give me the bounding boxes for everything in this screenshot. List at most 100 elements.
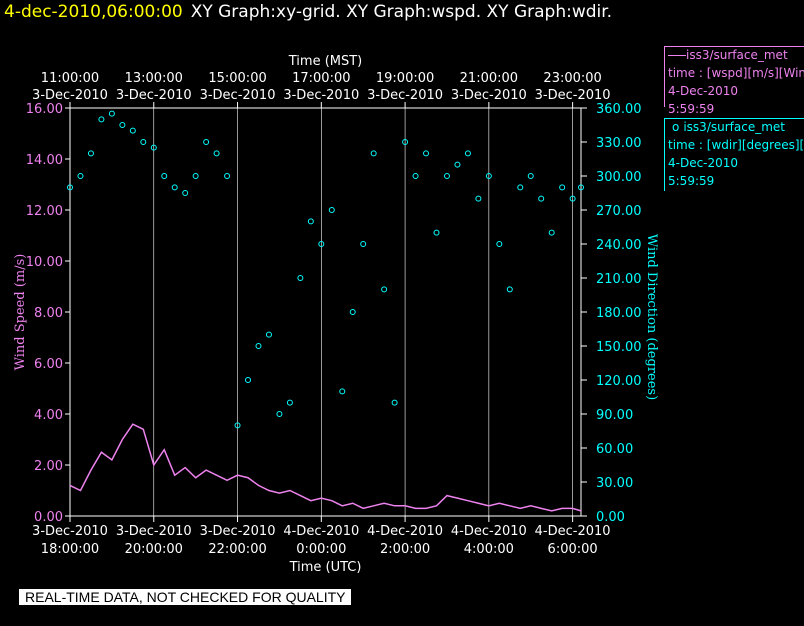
wdir-data-point [517,184,524,191]
x-tick-label-bottom-time: 20:00:00 [125,542,183,557]
wdir-data-point [381,286,388,293]
wdir-legend-marker-icon: o [672,120,680,134]
wdir-data-point [391,399,398,406]
wdir-data-point [161,173,168,179]
wspd-legend: iss3/surface_met time : [wspd][m/s][Wind… [664,46,804,118]
wspd-legend-time: 5:59:59 [668,102,715,116]
x-tick-label-top-date: 3-Dec-2010 [116,88,192,103]
y-left-tick-label: 10.00 [26,255,63,270]
y-left-tick-label: 12.00 [26,204,63,219]
x-tick-label-top-time: 23:00:00 [543,71,601,86]
y-right-tick-label: 240.00 [596,238,642,253]
x-tick-label-top-time: 11:00:00 [41,71,99,86]
x-tick-label-top-time: 19:00:00 [376,71,434,86]
wdir-data-point [454,161,461,168]
x-tick-label-bottom-time: 6:00:00 [548,542,598,557]
wdir-data-point [548,229,555,236]
y-right-tick-label: 270.00 [596,204,642,219]
y-left-tick-label: 6.00 [34,357,63,372]
x-tick-label-bottom-date: 4-Dec-2010 [283,524,359,539]
y-right-tick-label: 330.00 [596,136,642,151]
wdir-data-point [559,184,566,191]
y-right-tick-label: 60.00 [596,442,633,457]
wdir-data-point [307,218,314,225]
wspd-legend-date: 4-Dec-2010 [668,84,739,98]
wspd-series-line [69,423,582,512]
wdir-data-point [485,173,492,179]
wdir-data-point [234,422,241,429]
wdir-data-point [433,229,440,236]
wdir-legend-frame [664,118,804,191]
x-tick-label-top-date: 3-Dec-2010 [535,88,611,103]
wdir-data-point [140,139,147,145]
wdir-data-point [527,173,534,179]
y-right-tick-label: 90.00 [596,408,633,423]
x-tick-label-bottom-time: 4:00:00 [464,542,514,557]
x-tick-label-bottom-date: 4-Dec-2010 [535,524,611,539]
wdir-legend: o iss3/surface_met time : [wdir][degrees]… [664,118,804,190]
title-graph-list: XY Graph:xy-grid. XY Graph:wspd. XY Grap… [190,2,613,22]
graph-title: 4-dec-2010,06:00:00 XY Graph:xy-grid. XY … [4,2,612,22]
wdir-data-point [286,399,293,406]
wspd-legend-frame [664,46,804,107]
x-tick-label-bottom-date: 3-Dec-2010 [32,524,108,539]
y-right-tick-label: 210.00 [596,272,642,287]
wdir-legend-var: time : [wdir][degrees][V [668,138,804,152]
y-left-tick-label: 2.00 [34,459,63,474]
y-left-tick-label: 14.00 [26,153,63,168]
wdir-data-point [297,275,304,281]
x-tick-label-top-date: 3-Dec-2010 [367,88,443,103]
x-tick-label-top-time: 13:00:00 [125,71,183,86]
y-left-tick-label: 0.00 [34,510,63,525]
wdir-data-point [339,388,346,395]
wdir-data-point [129,127,136,134]
wdir-data-point [224,173,231,179]
wdir-data-point [328,207,335,213]
y-right-tick-label: 0.00 [596,510,625,525]
wdir-data-point [192,173,199,179]
x-tick-label-bottom-time: 22:00:00 [208,542,266,557]
x-tick-label-top-date: 3-Dec-2010 [451,88,527,103]
x-tick-label-bottom-time: 0:00:00 [296,542,346,557]
y-left-axis-title: Wind Speed (m/s) [13,254,28,371]
wdir-data-point [108,110,115,117]
wdir-data-point [464,150,471,157]
y-right-axis-title: Wind Direction (degrees) [644,234,659,400]
wdir-data-point [203,139,210,145]
wdir-data-point [77,173,84,179]
wspd-legend-var: time : [wspd][m/s][Wind [668,66,804,80]
wdir-data-point [538,195,545,202]
x-axis-title-bottom: Time (UTC) [289,560,362,575]
wdir-data-point [443,173,450,179]
wdir-data-point [506,286,513,293]
y-right-tick-label: 300.00 [596,170,642,185]
x-tick-label-top-time: 21:00:00 [460,71,518,86]
wdir-data-point [171,184,178,191]
x-tick-label-bottom-time: 2:00:00 [380,542,430,557]
wdir-data-point [349,309,356,315]
y-left-tick-label: 4.00 [34,408,63,423]
wdir-data-point [213,150,220,157]
x-tick-label-bottom-time: 18:00:00 [41,542,99,557]
x-tick-label-top-time: 15:00:00 [208,71,266,86]
wdir-data-point [402,139,409,145]
wdir-data-point [98,116,105,123]
wdir-data-point [150,144,157,151]
quality-note: REAL-TIME DATA, NOT CHECKED FOR QUALITY [19,589,352,605]
wdir-data-point [496,241,503,247]
wdir-data-point [182,190,189,196]
wdir-data-point [318,241,325,247]
wspd-legend-line [668,55,686,56]
wdir-data-point [245,377,252,383]
wdir-data-point [370,150,377,157]
wdir-legend-time: 5:59:59 [668,174,715,188]
title-date: 4-dec-2010,06:00:00 [4,2,183,22]
wdir-data-point [423,150,430,157]
wdir-data-point [265,331,272,338]
x-axis-title-top: Time (MST) [288,54,363,69]
wdir-data-point [67,184,73,191]
wspd-legend-name: iss3/surface_met [686,48,788,62]
wdir-data-point [360,241,367,247]
x-tick-label-top-date: 3-Dec-2010 [283,88,359,103]
y-right-tick-label: 150.00 [596,340,642,355]
